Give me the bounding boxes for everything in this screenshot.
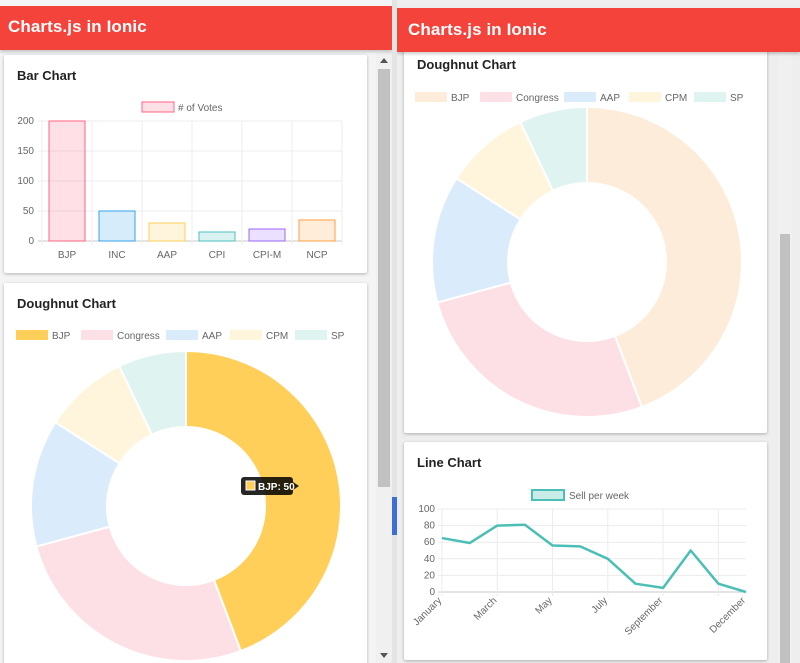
doughnut-slice — [436, 281, 644, 418]
x-tick-label: CPI-M — [253, 250, 281, 261]
x-tick-label: INC — [108, 250, 125, 261]
doughnut-slice — [35, 525, 243, 662]
scroll-down-arrow-icon[interactable] — [380, 653, 388, 658]
scrollbar-thumb[interactable] — [780, 234, 790, 663]
app-toolbar: Charts.js in Ionic — [397, 8, 800, 52]
app-title: Charts.js in Ionic — [8, 17, 147, 36]
app-title: Charts.js in Ionic — [408, 20, 547, 39]
y-tick-label: 100 — [17, 176, 34, 187]
legend-swatch — [141, 101, 175, 113]
line-chart-card: Line Chart Sell per week 0 20 40 60 80 100 Janu… — [404, 442, 767, 660]
legend-label: BJP — [451, 93, 470, 104]
bar — [148, 222, 186, 242]
y-tick-label: 150 — [17, 146, 34, 157]
legend-swatch — [230, 330, 262, 340]
y-tick-label: 20 — [424, 570, 436, 581]
legend-label: SP — [331, 331, 345, 342]
y-tick-label: 60 — [424, 537, 436, 548]
x-tick-label: BJP — [58, 250, 77, 261]
scrollbar-thumb[interactable] — [378, 69, 390, 487]
x-tick-label: NCP — [306, 250, 327, 261]
y-tick-label: 40 — [424, 554, 436, 565]
scroll-up-arrow-icon[interactable] — [380, 58, 388, 63]
divider-accent — [392, 497, 397, 535]
line-series — [441, 523, 747, 594]
bar-chart-card: Bar Chart # of Votes 0 50 100 150 200 BJP INC AA… — [4, 55, 367, 273]
card-title: Doughnut Chart — [417, 57, 516, 72]
tooltip-text: BJP: 50 — [258, 482, 295, 493]
doughnut-slice — [117, 349, 187, 437]
legend-swatch — [166, 330, 198, 340]
app-toolbar: Charts.js in Ionic — [0, 6, 392, 50]
legend-swatch — [81, 330, 113, 340]
legend-swatch — [564, 92, 596, 102]
x-tick-label: January — [411, 595, 444, 628]
y-tick-label: 100 — [418, 504, 435, 515]
y-tick-label: 0 — [28, 236, 34, 247]
scrollbar[interactable] — [376, 52, 392, 663]
doughnut-chart: BJP Congress AAP CPM SP — [415, 92, 744, 418]
left-app-pane: Charts.js in Ionic Bar Chart # of Votes 0… — [0, 0, 392, 663]
bar — [298, 219, 336, 242]
right-app-pane: Charts.js in Ionic Doughnut Chart BJP Con… — [397, 0, 800, 663]
x-tick-label: AAP — [157, 250, 177, 261]
doughnut-chart-card: Doughnut Chart BJP Congress AAP CPM SP BJP: 5… — [4, 283, 367, 663]
y-tick-label: 0 — [429, 587, 435, 598]
legend-label: SP — [730, 93, 744, 104]
tooltip-pointer — [293, 482, 299, 490]
doughnut-slice — [586, 105, 743, 409]
x-tick-label: September — [623, 595, 666, 638]
legend-label: Congress — [516, 93, 559, 104]
legend-label: BJP — [52, 331, 71, 342]
y-tick-label: 50 — [23, 206, 35, 217]
legend-swatch — [531, 489, 565, 501]
legend-label: Sell per week — [569, 491, 630, 502]
window-divider — [392, 0, 397, 663]
legend-label: CPM — [266, 331, 288, 342]
x-tick-label: March — [472, 595, 499, 622]
doughnut-slice — [518, 105, 588, 193]
line-chart: Sell per week 0 20 40 60 80 100 January March May… — [411, 489, 749, 638]
bar-chart: # of Votes 0 50 100 150 200 BJP INC AAP CPI CPI-M N… — [17, 101, 343, 261]
legend-label: Congress — [117, 331, 160, 342]
legend-swatch — [629, 92, 661, 102]
legend-label: CPM — [665, 93, 687, 104]
bar — [248, 228, 286, 242]
x-tick-label: CPI — [209, 250, 226, 261]
x-tick-label: July — [590, 595, 610, 615]
y-tick-label: 80 — [424, 521, 436, 532]
tooltip-swatch — [245, 480, 256, 491]
bar — [98, 210, 136, 242]
doughnut-chart-card: Doughnut Chart BJP Congress AAP CPM SP — [404, 40, 767, 433]
legend-swatch — [480, 92, 512, 102]
card-title: Bar Chart — [17, 68, 77, 83]
card-title: Doughnut Chart — [17, 296, 116, 311]
legend-label: AAP — [202, 331, 222, 342]
legend-swatch — [16, 330, 48, 340]
scrollbar[interactable] — [778, 52, 792, 663]
doughnut-chart: BJP Congress AAP CPM SP BJP: 50 — [16, 330, 345, 662]
legend-label: # of Votes — [178, 103, 222, 114]
bar — [48, 120, 86, 242]
legend-swatch — [415, 92, 447, 102]
legend-label: AAP — [600, 93, 620, 104]
y-tick-label: 200 — [17, 116, 34, 127]
legend-swatch — [295, 330, 327, 340]
x-tick-label: May — [534, 595, 555, 616]
card-title: Line Chart — [417, 455, 482, 470]
doughnut-slice — [185, 349, 342, 653]
x-tick-label: December — [708, 595, 749, 636]
legend-swatch — [694, 92, 726, 102]
bar — [198, 231, 236, 242]
